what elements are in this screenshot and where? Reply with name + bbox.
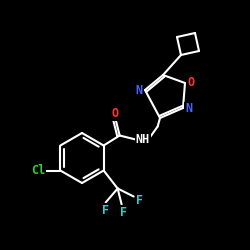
Text: F: F: [120, 206, 127, 219]
Text: O: O: [111, 107, 118, 120]
Text: N: N: [186, 102, 192, 116]
Text: NH: NH: [136, 133, 150, 146]
Text: Cl: Cl: [31, 164, 46, 177]
Text: O: O: [188, 76, 194, 88]
Text: F: F: [102, 204, 109, 217]
Text: F: F: [136, 194, 143, 207]
Text: N: N: [136, 84, 142, 96]
